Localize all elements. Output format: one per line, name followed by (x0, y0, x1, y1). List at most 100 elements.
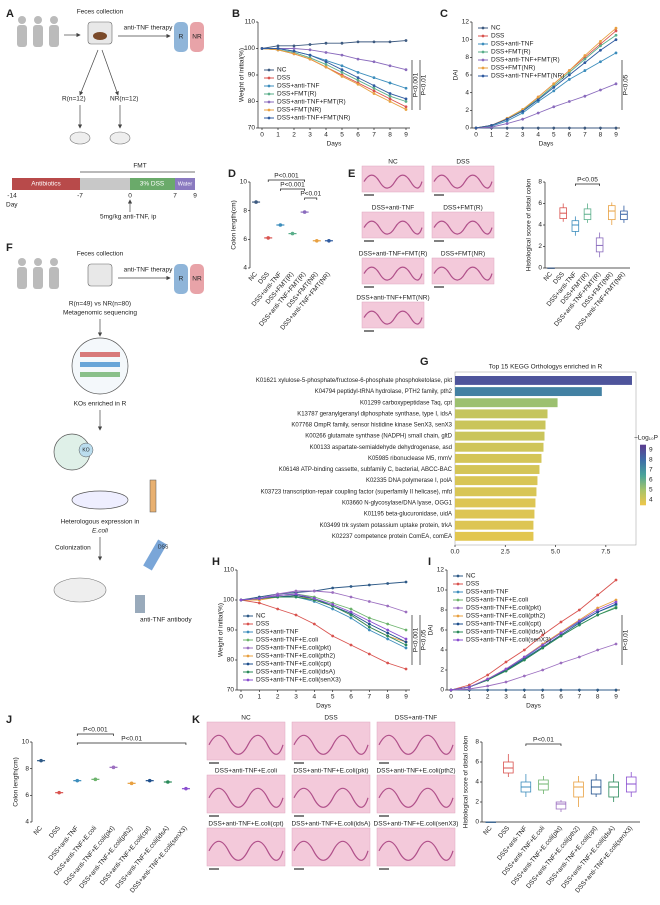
y-tick-label: 2 (440, 667, 444, 674)
genes (80, 352, 120, 377)
annotation: P<0.05 (577, 177, 598, 184)
point (596, 688, 600, 692)
point (596, 608, 600, 612)
point (404, 68, 408, 72)
x-tick-label: 0 (449, 694, 453, 701)
dss-bar (130, 178, 175, 190)
label: R (179, 276, 184, 283)
point (486, 673, 490, 677)
box (608, 781, 619, 798)
label: R(n=49) vs NR(n=80) (69, 301, 131, 308)
x-tick-label: 4 (523, 694, 527, 701)
bar (455, 420, 546, 430)
colorbar-cell (640, 476, 646, 480)
label: anti-TNF therapy (124, 25, 174, 32)
legend-marker (481, 42, 485, 46)
series-line (450, 601, 617, 691)
point (505, 126, 509, 130)
legend-label: NC (256, 613, 266, 620)
point (367, 628, 371, 632)
bar (455, 520, 534, 530)
x-tick-label: 9 (404, 132, 408, 139)
x-tick-label: 3 (504, 694, 508, 701)
point (614, 598, 618, 602)
point (552, 85, 556, 89)
y-tick-label: 8 (465, 54, 469, 61)
y-tick-label: 8 (243, 207, 247, 214)
image-label: NC (388, 159, 398, 166)
point (541, 668, 545, 672)
point (404, 86, 408, 90)
point (404, 667, 408, 671)
mean-point (75, 778, 80, 783)
bar (455, 487, 537, 497)
series-line (240, 593, 407, 640)
point (522, 658, 526, 662)
mean-point (290, 231, 295, 236)
colorbar-cell (640, 502, 646, 506)
mean-point (302, 210, 307, 214)
x-tick-label: 0 (239, 694, 243, 701)
colorbar-tick-label: 9 (649, 447, 653, 454)
x-tick-label: 5 (552, 132, 556, 139)
point (522, 648, 526, 652)
y-tick-label: 70 (227, 687, 235, 694)
point (614, 642, 618, 646)
colorbar-cell (640, 446, 646, 450)
donors (17, 258, 59, 289)
point (504, 680, 508, 684)
histology-image (206, 721, 286, 761)
point (292, 44, 296, 48)
point (505, 122, 509, 125)
point (386, 628, 390, 632)
panel-label: K (192, 714, 200, 726)
legend-label: NC (491, 25, 501, 32)
legend-marker (267, 92, 271, 96)
point (559, 688, 563, 692)
point (404, 100, 408, 103)
y-tick-label: 2 (538, 243, 542, 250)
legend-label: DSS+FMT(NR) (491, 65, 535, 72)
legend-marker (481, 26, 485, 30)
point (599, 126, 602, 130)
colorbar-cell (640, 450, 646, 454)
colorbar-cell (640, 464, 646, 468)
legend-marker (246, 630, 250, 634)
series-line (262, 48, 407, 100)
jar (87, 263, 113, 287)
point (356, 40, 360, 44)
point (324, 60, 328, 64)
y-tick-label: 0 (465, 125, 469, 132)
y-tick-label: 4 (538, 222, 542, 229)
point (276, 47, 280, 50)
point (386, 631, 390, 635)
point (324, 41, 328, 45)
tick-label: 7 (173, 193, 177, 200)
image-label: DSS+anti-TNF+FMT(NR) (356, 295, 429, 302)
mean-point (147, 778, 152, 783)
tissue (378, 840, 454, 861)
image-label: DSS+anti-TNF+E.coli(pth2) (376, 768, 455, 775)
point (294, 592, 298, 596)
x-tick-label: 2 (292, 132, 296, 139)
point (614, 29, 618, 33)
tick-label: 9 (193, 193, 197, 200)
y-tick-label: 4 (475, 779, 479, 786)
point (541, 646, 545, 650)
annotation: P<0.01 (300, 191, 321, 198)
x-tick-label: 1 (258, 694, 262, 701)
colorbar-cell (640, 448, 646, 452)
legend-marker (267, 68, 271, 72)
colorbar-cell (640, 488, 646, 492)
series-line (475, 83, 617, 129)
image-label: NC (241, 715, 251, 722)
point (522, 655, 526, 659)
label: KO (82, 447, 89, 453)
y-axis-label: Histological score of distal colon (463, 735, 470, 828)
legend-label: DSS+FMT(R) (277, 91, 317, 98)
colorbar-label: −Log₁₀P (634, 435, 658, 442)
colorbar-cell (640, 460, 646, 464)
point (386, 637, 390, 641)
y-tick-label: 10 (22, 739, 30, 746)
point (324, 65, 328, 69)
